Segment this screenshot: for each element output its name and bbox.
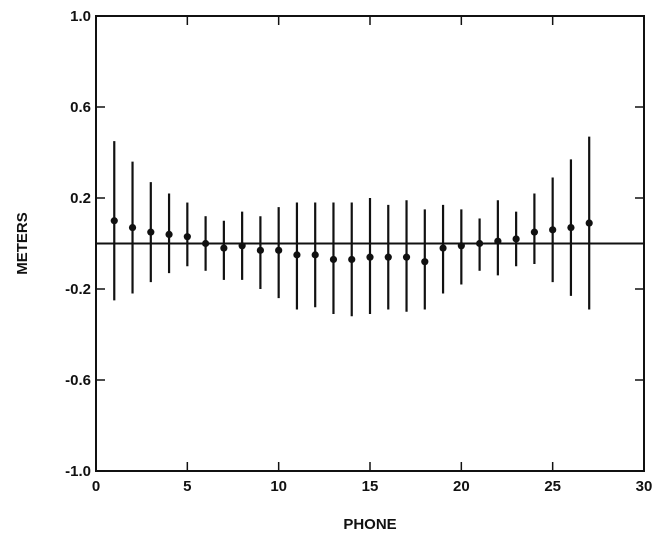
axis-ticks bbox=[95, 15, 645, 472]
data-point bbox=[549, 226, 557, 234]
data-point bbox=[238, 242, 246, 250]
data-point bbox=[165, 230, 173, 238]
data-point bbox=[311, 251, 319, 259]
x-tick-label: 25 bbox=[544, 478, 561, 495]
data-point bbox=[293, 251, 301, 259]
x-tick-label: 0 bbox=[92, 478, 100, 495]
data-point bbox=[439, 244, 447, 252]
data-point bbox=[147, 228, 155, 236]
x-tick-label: 15 bbox=[362, 478, 379, 495]
y-tick-label: -1.0 bbox=[65, 463, 91, 480]
data-point bbox=[512, 235, 520, 243]
y-tick-label: 0.6 bbox=[70, 99, 91, 116]
data-point bbox=[421, 258, 429, 266]
data-point bbox=[530, 228, 539, 236]
x-tick-label: 5 bbox=[183, 478, 191, 495]
y-tick-label: -0.2 bbox=[65, 281, 91, 298]
data-point bbox=[494, 237, 502, 245]
data-point bbox=[567, 223, 575, 232]
data-point bbox=[384, 253, 392, 261]
y-axis-label: METERS bbox=[14, 212, 31, 275]
data-point bbox=[585, 219, 593, 227]
y-tick-label: 1.0 bbox=[70, 8, 91, 25]
y-tick-label: 0.2 bbox=[70, 190, 91, 207]
data-point bbox=[275, 246, 283, 254]
data-points bbox=[110, 217, 593, 266]
x-axis-label: PHONE bbox=[343, 516, 396, 533]
tick-labels: 0 5 10 15 20 25 30 -1.0 -0.6 -0.2 0.2 0.6 1.0 bbox=[65, 8, 652, 495]
data-point bbox=[128, 223, 137, 232]
data-point bbox=[366, 253, 374, 261]
x-tick-label: 10 bbox=[270, 478, 287, 495]
data-point bbox=[110, 217, 118, 225]
data-point bbox=[183, 233, 191, 241]
data-point bbox=[457, 242, 465, 250]
data-point bbox=[348, 255, 356, 264]
data-point bbox=[256, 246, 264, 254]
y-tick-label: -0.6 bbox=[65, 372, 91, 389]
data-point bbox=[329, 255, 338, 264]
error-bars bbox=[113, 136, 591, 317]
data-point bbox=[202, 239, 210, 248]
data-point bbox=[402, 253, 411, 261]
data-point bbox=[476, 239, 484, 248]
x-tick-label: 20 bbox=[453, 478, 470, 495]
x-tick-label: 30 bbox=[636, 478, 653, 495]
data-point bbox=[220, 244, 228, 252]
